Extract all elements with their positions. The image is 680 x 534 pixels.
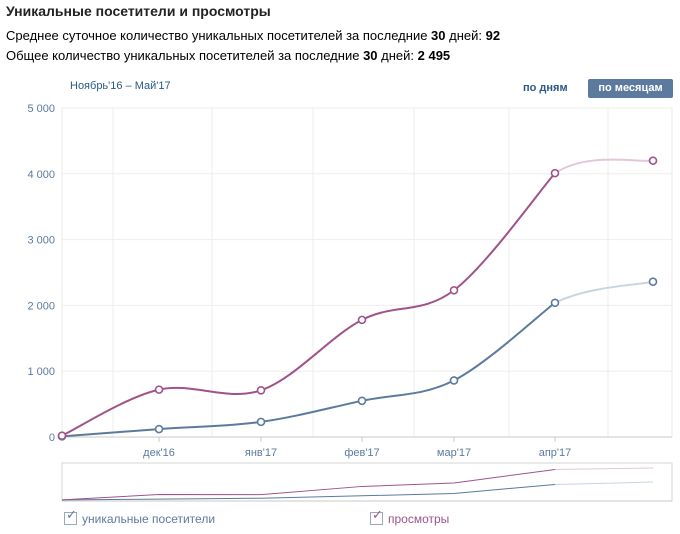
views-checkbox[interactable]: ✓ bbox=[370, 508, 383, 525]
by-months-button[interactable]: по месяцам bbox=[588, 79, 673, 98]
views-point bbox=[256, 385, 266, 395]
y-tick-label: 4 000 bbox=[27, 169, 55, 181]
views-navigator-line-partial bbox=[554, 467, 654, 470]
views-point bbox=[57, 431, 67, 440]
checkmark-icon: ✓ bbox=[66, 507, 77, 522]
legend-visitors[interactable]: ✓ уникальные посетители bbox=[64, 508, 216, 526]
y-tick-label: 0 bbox=[49, 432, 55, 444]
y-tick-label: 3 000 bbox=[27, 235, 55, 247]
visitors-point bbox=[648, 277, 658, 287]
views-series-line-partial bbox=[554, 158, 654, 174]
period-label: Ноябрь'16 – Май'17 bbox=[70, 80, 171, 92]
legend-views-label: просмотры bbox=[388, 512, 450, 526]
visitors-point bbox=[256, 417, 266, 427]
x-tick-label: дек'16 bbox=[143, 447, 175, 459]
visitors-point bbox=[449, 376, 459, 385]
total-visitors-stat: Общее количество уникальных посетителей … bbox=[6, 48, 451, 63]
views-series-line bbox=[61, 172, 556, 437]
views-point bbox=[550, 168, 560, 178]
by-days-button[interactable]: по дням bbox=[523, 82, 568, 94]
visitors-checkbox[interactable]: ✓ bbox=[64, 508, 77, 525]
x-tick-label: фев'17 bbox=[344, 447, 379, 459]
y-tick-label: 5 000 bbox=[27, 103, 55, 115]
visitors-point bbox=[357, 396, 367, 406]
plot-area bbox=[61, 107, 673, 438]
y-tick-label: 2 000 bbox=[27, 300, 55, 312]
visitors-navigator-line-partial bbox=[554, 481, 654, 485]
checkmark-icon: ✓ bbox=[372, 507, 383, 522]
x-tick-label: янв'17 bbox=[245, 447, 277, 459]
visitors-navigator-line bbox=[61, 483, 556, 501]
visitors-point bbox=[550, 298, 560, 308]
avg-daily-visitors-value: 92 bbox=[485, 28, 501, 43]
x-tick-label: апр'17 bbox=[539, 447, 572, 459]
y-tick-label: 1 000 bbox=[27, 366, 55, 378]
views-point bbox=[648, 156, 658, 165]
visitors-point bbox=[154, 424, 164, 434]
page-title: Уникальные посетители и просмотры bbox=[6, 3, 271, 19]
x-tick-label: мар'17 bbox=[437, 447, 471, 459]
views-point bbox=[154, 385, 164, 394]
visitors-series-line-partial bbox=[554, 280, 654, 304]
total-visitors-value: 2 495 bbox=[417, 48, 451, 63]
legend-visitors-label: уникальные посетители bbox=[82, 512, 216, 526]
avg-daily-visitors-stat: Среднее суточное количество уникальных п… bbox=[6, 28, 501, 43]
views-point bbox=[449, 285, 459, 295]
legend-views[interactable]: ✓ просмотры bbox=[370, 508, 450, 526]
views-navigator-line bbox=[61, 468, 556, 501]
views-point bbox=[357, 315, 367, 325]
